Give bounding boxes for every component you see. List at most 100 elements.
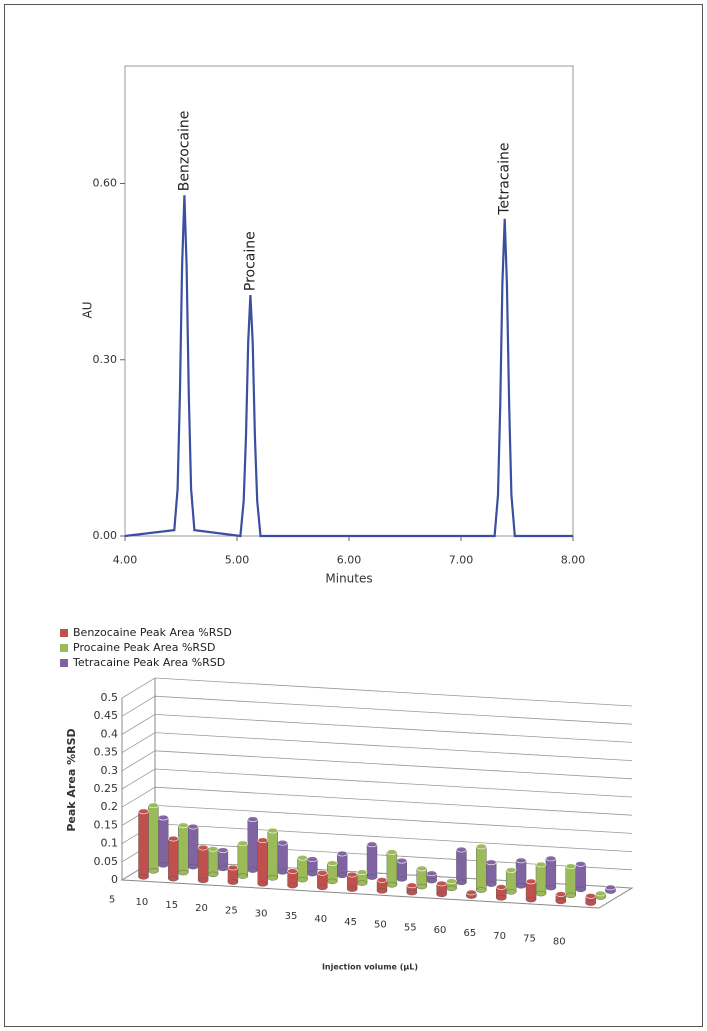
bar-cap xyxy=(505,867,517,873)
bar-cap xyxy=(396,857,408,864)
bar xyxy=(257,839,268,885)
bar-cap xyxy=(326,860,338,866)
bar-cap xyxy=(535,861,547,868)
bar-cap xyxy=(565,863,577,870)
y-tick-label: 0.1 xyxy=(101,837,119,850)
bar-base xyxy=(496,895,507,901)
bar-base xyxy=(505,889,517,895)
bar xyxy=(336,853,348,876)
bar-cap xyxy=(297,854,308,861)
bar xyxy=(386,851,398,886)
bar-base xyxy=(227,879,239,885)
bar-cap xyxy=(436,880,447,887)
bar-base xyxy=(525,896,537,903)
x-tick-label: 60 xyxy=(434,925,447,936)
x-tick-label: 5.00 xyxy=(225,554,250,567)
bar-base xyxy=(346,886,358,892)
bar-cap xyxy=(575,861,586,867)
bar-base xyxy=(446,885,457,892)
x-axis-title: Injection volume (µL) xyxy=(322,963,418,972)
bar xyxy=(535,864,547,894)
x-tick-label: 25 xyxy=(225,906,238,917)
legend-label: Procaine Peak Area %RSD xyxy=(73,641,216,654)
bar-base xyxy=(476,887,487,893)
bar-base xyxy=(575,886,586,893)
bar-cap xyxy=(187,823,199,830)
bar-base xyxy=(178,869,189,876)
peak-label: Procaine xyxy=(242,231,258,291)
bar-cap xyxy=(277,839,288,846)
y-tick-label: 0.45 xyxy=(94,709,119,722)
x-tick-label: 10 xyxy=(136,897,149,908)
bar-base xyxy=(336,872,348,879)
legend-swatch xyxy=(60,659,68,667)
legend-label: Tetracaine Peak Area %RSD xyxy=(72,656,225,669)
bar-cap xyxy=(466,889,477,896)
bar-cap xyxy=(595,890,606,897)
bar-base xyxy=(585,900,596,906)
bar-cap xyxy=(138,808,149,815)
bar-cap xyxy=(426,870,437,877)
bar-cap xyxy=(515,857,527,864)
bar-base xyxy=(148,868,159,874)
bar-base xyxy=(396,876,408,882)
y-tick-label: 0.3 xyxy=(101,764,119,777)
y-tick-label: 0.00 xyxy=(93,529,118,542)
bar xyxy=(575,863,586,890)
bar-cap xyxy=(376,877,388,883)
bar-cap xyxy=(545,855,557,862)
x-tick-label: 75 xyxy=(523,934,536,945)
y-tick-label: 0.60 xyxy=(93,177,118,190)
bar xyxy=(515,860,527,887)
legend-label: Benzocaine Peak Area %RSD xyxy=(73,626,232,639)
x-tick-label: 50 xyxy=(374,920,387,931)
bar-base xyxy=(217,865,229,872)
y-tick-label: 0.05 xyxy=(94,855,119,868)
bar-cap xyxy=(416,865,428,872)
bar-base xyxy=(257,881,268,887)
y-axis-title: Peak Area %RSD xyxy=(65,728,78,831)
bar xyxy=(366,844,378,878)
bar-cap xyxy=(158,814,169,821)
x-tick-label: 45 xyxy=(344,917,357,928)
bar-cap xyxy=(317,870,328,876)
bar-base xyxy=(168,875,179,882)
bar xyxy=(277,842,288,873)
bar-cap xyxy=(257,837,269,843)
bar-base xyxy=(456,879,467,886)
bar xyxy=(158,817,169,866)
bar-cap xyxy=(168,835,179,842)
x-axis-title: Minutes xyxy=(325,572,372,586)
bar-base xyxy=(317,884,328,891)
bar-base xyxy=(386,882,398,888)
bar-cap xyxy=(456,846,467,853)
frame xyxy=(4,4,703,1027)
bar-base xyxy=(197,877,209,884)
bar xyxy=(148,805,159,872)
bar-base xyxy=(297,876,308,883)
bar xyxy=(565,866,576,896)
bar-cap xyxy=(366,841,378,848)
bar-cap xyxy=(605,884,616,891)
bar-base xyxy=(376,888,388,894)
bar xyxy=(138,811,149,878)
bar xyxy=(178,825,189,873)
y-tick-label: 0.25 xyxy=(94,782,119,795)
x-tick-label: 55 xyxy=(404,922,417,933)
bar-base xyxy=(426,877,437,884)
bar xyxy=(297,857,308,880)
x-tick-label: 4.00 xyxy=(113,554,138,567)
bar-cap xyxy=(148,802,159,809)
bar-cap xyxy=(336,850,348,857)
bar-cap xyxy=(197,844,209,851)
bar-base xyxy=(565,892,576,899)
bar-base xyxy=(436,891,447,898)
bar-base xyxy=(267,875,278,881)
bar xyxy=(476,846,487,891)
bar-base xyxy=(356,880,368,886)
bar xyxy=(267,830,278,879)
y-tick-label: 0.4 xyxy=(101,727,119,740)
bar xyxy=(207,848,219,875)
bar xyxy=(456,849,467,883)
